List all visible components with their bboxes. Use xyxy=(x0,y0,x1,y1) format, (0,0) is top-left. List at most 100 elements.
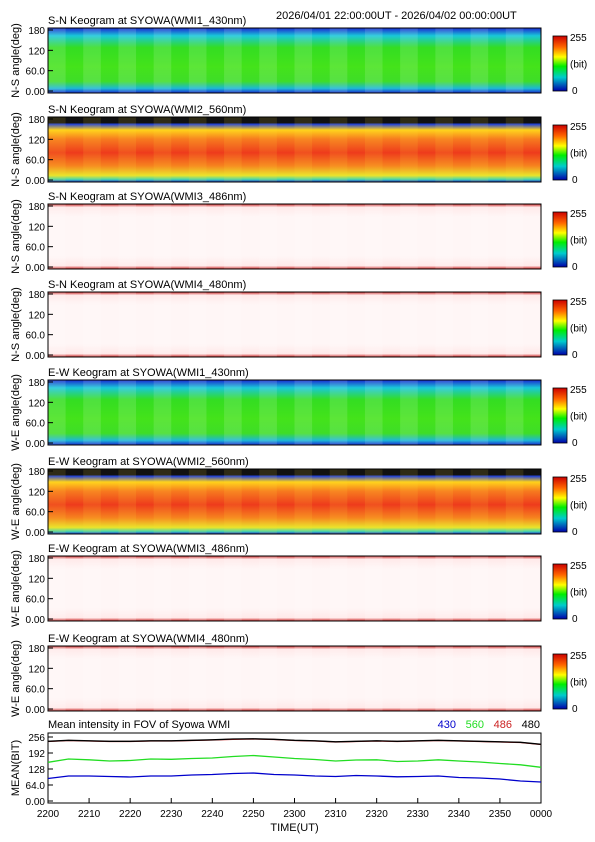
y-tick-label: 60.0 xyxy=(26,685,46,696)
keogram-band xyxy=(364,380,383,445)
keogram-band xyxy=(470,646,489,711)
keogram-image xyxy=(48,469,541,534)
colorbar-min-label: 0 xyxy=(572,262,578,273)
panel-title: E-W Keogram at SYOWA(WMI3_486nm) xyxy=(48,543,249,555)
keogram-band xyxy=(224,646,242,711)
y-tick-label: 120 xyxy=(28,487,45,498)
keogram-band xyxy=(118,28,137,93)
keogram-band xyxy=(364,204,383,269)
colorbar-unit-label: (bit) xyxy=(570,149,587,160)
colorbar-max-label: 255 xyxy=(570,297,587,308)
series-line xyxy=(47,772,542,783)
colorbar-max-label: 255 xyxy=(570,122,587,133)
keogram-band xyxy=(294,117,313,182)
keogram-band xyxy=(48,28,66,93)
panel-title: S-N Keogram at SYOWA(WMI1_430nm) xyxy=(48,15,246,27)
keogram-image xyxy=(48,292,541,357)
y-tick-label: 60.0 xyxy=(26,595,46,606)
keogram-band xyxy=(505,556,524,621)
colorbar-unit-label: (bit) xyxy=(570,588,587,599)
keogram-band xyxy=(83,646,101,711)
keogram-panel: S-N Keogram at SYOWA(WMI1_430nm)180 120 60… xyxy=(10,15,587,98)
keogram-band xyxy=(400,117,418,182)
keogram-band xyxy=(259,117,277,182)
y-tick-label: 180 xyxy=(28,467,45,478)
time-range-label: 2026/04/01 22:00:00UT - 2026/04/02 00:00… xyxy=(276,10,517,22)
keogram-band xyxy=(294,380,313,445)
y-tick-label: 60.0 xyxy=(26,67,46,78)
line-plot-title: Mean intensity in FOV of Syowa WMI xyxy=(48,719,230,731)
y-tick-label: 180 xyxy=(28,290,45,301)
keogram-band xyxy=(224,204,242,269)
y-tick-label: 0.00 xyxy=(26,615,46,626)
colorbar-min-label: 0 xyxy=(572,527,578,538)
keogram-band xyxy=(364,646,383,711)
keogram-image xyxy=(48,646,541,711)
keogram-band xyxy=(505,204,524,269)
colorbar-unit-label: (bit) xyxy=(570,501,587,512)
keogram-band xyxy=(153,556,172,621)
keogram-band xyxy=(259,646,277,711)
colorbar-max-label: 255 xyxy=(570,33,587,44)
keogram-band xyxy=(259,204,277,269)
colorbar-min-label: 0 xyxy=(572,614,578,625)
y-tick-label: 128 xyxy=(28,765,45,776)
y-axis-label: W-E angle(deg) xyxy=(10,550,22,627)
keogram-band xyxy=(294,28,313,93)
y-tick-label: 180 xyxy=(28,26,45,37)
colorbar xyxy=(552,35,568,92)
keogram-image xyxy=(48,380,541,445)
keogram-band xyxy=(364,292,383,357)
keogram-band xyxy=(118,469,137,534)
y-tick-label: 120 xyxy=(28,664,45,675)
keogram-band xyxy=(470,28,489,93)
keogram-band xyxy=(188,646,207,711)
colorbar xyxy=(552,124,568,181)
y-tick-label: 0.00 xyxy=(26,351,46,362)
keogram-band xyxy=(435,380,453,445)
legend-entry: 480 xyxy=(522,719,540,731)
keogram-band xyxy=(224,28,242,93)
colorbar xyxy=(552,563,568,620)
y-tick-label: 0.00 xyxy=(26,176,46,187)
keogram-band xyxy=(435,556,453,621)
x-tick-label: 2250 xyxy=(242,809,265,820)
keogram-band xyxy=(505,292,524,357)
y-tick-label: 180 xyxy=(28,202,45,213)
colorbar-max-label: 255 xyxy=(570,651,587,662)
legend-entry: 486 xyxy=(494,719,512,731)
y-tick-label: 120 xyxy=(28,222,45,233)
y-axis-label: N-S angle(deg) xyxy=(10,287,22,362)
keogram-image xyxy=(48,204,541,269)
colorbar xyxy=(552,211,568,268)
keogram-band xyxy=(400,380,418,445)
y-tick-label: 0.00 xyxy=(26,263,46,274)
keogram-band xyxy=(188,28,207,93)
keogram-band xyxy=(259,380,277,445)
plot-frame xyxy=(47,555,542,622)
keogram-panel: S-N Keogram at SYOWA(WMI3_486nm)180 120 60… xyxy=(10,191,587,274)
keogram-band xyxy=(153,292,172,357)
y-axis-label: N-S angle(deg) xyxy=(10,23,22,98)
keogram-band xyxy=(329,556,348,621)
colorbar-max-label: 255 xyxy=(570,209,587,220)
panel-title: E-W Keogram at SYOWA(WMI2_560nm) xyxy=(48,456,249,468)
keogram-band xyxy=(364,28,383,93)
keogram-band xyxy=(329,204,348,269)
keogram-band xyxy=(435,28,453,93)
keogram-band xyxy=(435,117,453,182)
keogram-band xyxy=(48,380,66,445)
keogram-band xyxy=(505,646,524,711)
keogram-band xyxy=(400,28,418,93)
keogram-band xyxy=(294,469,313,534)
plot-frame xyxy=(47,291,542,358)
y-tick-label: 0.00 xyxy=(26,705,46,716)
keogram-band xyxy=(224,380,242,445)
keogram-band xyxy=(153,380,172,445)
y-axis-label: N-S angle(deg) xyxy=(10,112,22,187)
keogram-band xyxy=(470,469,489,534)
keogram-band xyxy=(224,556,242,621)
y-axis-label: N-S angle(deg) xyxy=(10,199,22,274)
colorbar-max-label: 255 xyxy=(570,561,587,572)
colorbar-min-label: 0 xyxy=(572,175,578,186)
